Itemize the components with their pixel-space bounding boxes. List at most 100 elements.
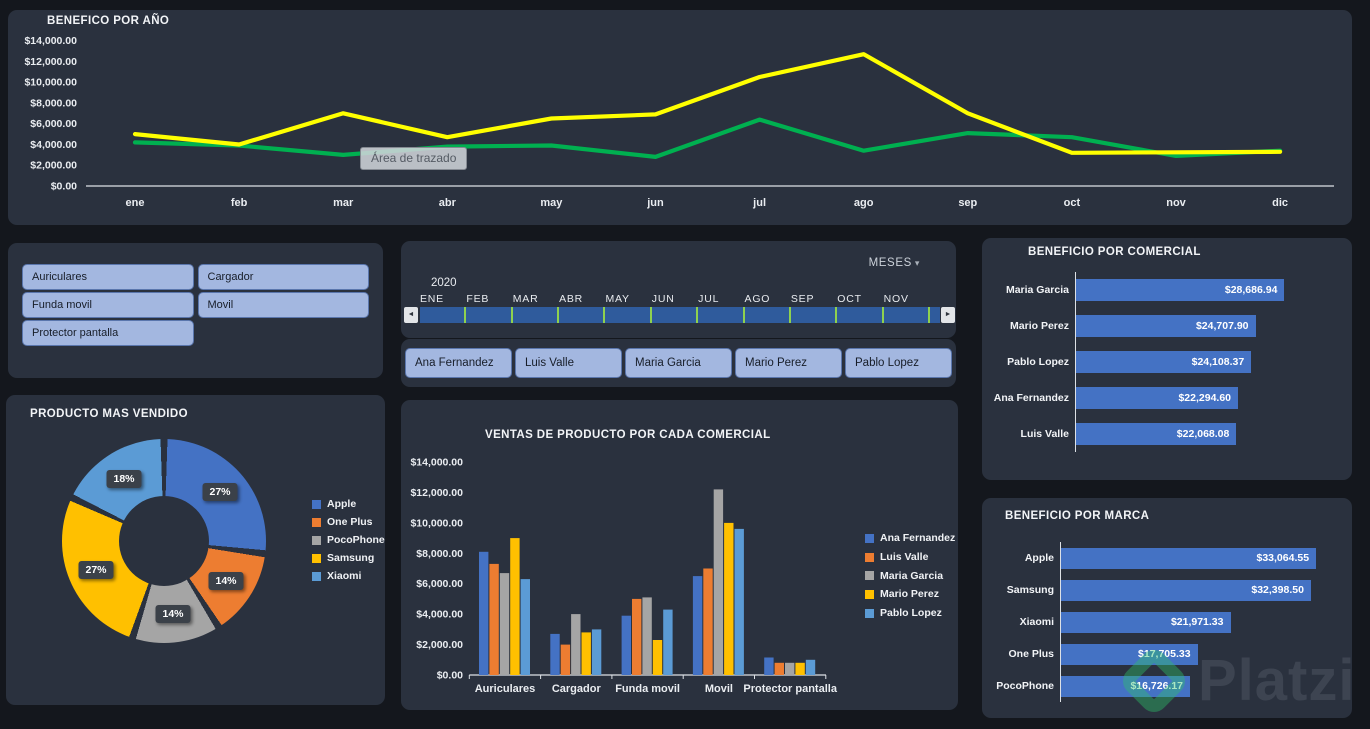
timeline-segment-jun[interactable] — [651, 307, 699, 323]
svg-text:$6,000.00: $6,000.00 — [30, 118, 77, 130]
bar-value: $16,726.17 — [1130, 680, 1184, 692]
slicer-producto-protector-pantalla[interactable]: Protector pantalla — [22, 320, 194, 346]
timeline-year-label: 2020 — [431, 277, 457, 289]
slicer-producto-cargador[interactable]: Cargador — [197, 264, 369, 290]
timeline-month-label-ene: ENE — [420, 293, 444, 305]
plot-area-tooltip: Área de trazado — [360, 147, 468, 170]
timeline-segment-ago[interactable] — [744, 307, 791, 323]
grouped-bar-chart: $0.00 $2,000.00 $4,000.00 $6,000.00 $8,000.0… — [410, 456, 837, 695]
svg-text:Funda movil: Funda movil — [615, 683, 680, 695]
svg-text:Auriculares: Auriculares — [475, 683, 536, 695]
donut-label-one-plus: 14% — [208, 572, 244, 590]
bar-row-luis-valle: Luis Valle $22,068.08 — [992, 416, 1342, 452]
comercial-slicer-list: Ana Fernandez Luis Valle Maria Garcia Mario… — [405, 348, 952, 378]
legend-item-maria-garcia: Maria Garcia — [865, 566, 955, 585]
timeline-month-label-ago: AGO — [744, 293, 771, 305]
svg-text:abr: abr — [439, 197, 457, 209]
donut-label-samsung: 27% — [78, 561, 114, 579]
bar-row-xiaomi: Xiaomi $21,971.33 — [992, 606, 1342, 638]
donut-label-pocophone: 14% — [155, 605, 191, 623]
svg-text:may: may — [540, 197, 563, 209]
ventas-producto-comercial-panel: VENTAS DE PRODUCTO POR CADA COMERCIAL $0… — [401, 400, 958, 710]
slicer-comercial-mario-perez[interactable]: Mario Perez — [735, 348, 842, 378]
svg-text:$8,000.00: $8,000.00 — [30, 97, 77, 109]
bar-maria-garcia: $28,686.94 — [1076, 279, 1285, 301]
slicer-producto-movil[interactable]: Movil — [197, 292, 369, 318]
timeline-segment-partial[interactable] — [929, 307, 940, 323]
svg-text:nov: nov — [1166, 197, 1186, 209]
slicer-producto-auriculares[interactable]: Auriculares — [22, 264, 194, 290]
timeline-next-button[interactable]: ► — [941, 307, 955, 323]
timeline-segment-oct[interactable] — [837, 307, 884, 323]
bar-value: $22,294.60 — [1178, 392, 1232, 404]
timeline-field-dropdown[interactable]: MESES ▾ — [869, 257, 920, 269]
bar-track: $22,068.08 — [1075, 416, 1294, 452]
svg-text:jul: jul — [752, 197, 766, 209]
timeline-month-label-jul: JUL — [698, 293, 720, 305]
timeline-month-label-mar: MAR — [512, 293, 539, 305]
bar-label: Ana Fernandez — [993, 392, 1069, 404]
bar-row-ana-fernandez: Ana Fernandez $22,294.60 — [992, 380, 1342, 416]
bar-value: $17,705.33 — [1138, 648, 1191, 660]
svg-text:$10,000.00: $10,000.00 — [24, 77, 77, 89]
line-chart: $0.00 $2,000.00 $4,000.00 $6,000.00 $8,000.0… — [24, 35, 1334, 209]
bar-track: $21,971.33 — [1060, 606, 1331, 638]
timeline-range-bar — [420, 307, 940, 323]
slicer-comercial-pablo-lopez[interactable]: Pablo Lopez — [845, 348, 952, 378]
legend-marker-icon — [865, 552, 874, 562]
svg-text:$4,000.00: $4,000.00 — [416, 609, 463, 621]
svg-text:$8,000.00: $8,000.00 — [416, 548, 463, 560]
timeline-segment-mar[interactable] — [512, 307, 560, 323]
timeline-segment-jul[interactable] — [698, 307, 745, 323]
timeline-segment-feb[interactable] — [466, 307, 513, 323]
bar-row-samsung: Samsung $32,398.50 — [992, 574, 1342, 606]
legend-item-pocophone: PocoPhone — [312, 531, 385, 549]
chevron-down-icon: ▾ — [914, 258, 920, 268]
bar-chart-legend: Ana Fernandez Luis Valle Maria Garcia Mario… — [865, 529, 955, 622]
timeline-segment-sep[interactable] — [790, 307, 838, 323]
timeline-prev-button[interactable]: ◄ — [404, 307, 418, 323]
bar-label: Apple — [1024, 552, 1054, 564]
svg-text:$12,000.00: $12,000.00 — [410, 487, 463, 499]
donut-label-apple: 27% — [202, 483, 238, 501]
legend-marker-icon — [312, 553, 321, 563]
legend-marker-icon — [865, 589, 874, 599]
producto-slicer-panel: Auriculares Cargador Funda movil Movil Prote… — [8, 243, 383, 378]
slicer-comercial-maria-garcia[interactable]: Maria Garcia — [625, 348, 732, 378]
svg-text:ago: ago — [854, 197, 874, 209]
svg-text:feb: feb — [231, 197, 248, 209]
svg-text:$0.00: $0.00 — [437, 670, 463, 682]
bar-label: Luis Valle — [1020, 428, 1069, 440]
timeline-segment-ene[interactable] — [420, 307, 467, 323]
bar-label: Pablo Lopez — [1007, 356, 1069, 368]
legend-marker-icon — [312, 571, 321, 581]
line-chart-title: BENEFICO POR AÑO — [47, 15, 170, 27]
timeline-segment-may[interactable] — [605, 307, 652, 323]
timeline-month-label-abr: ABR — [559, 293, 584, 305]
timeline-segment-nov[interactable] — [883, 307, 930, 323]
slicer-producto-funda-movil[interactable]: Funda movil — [22, 292, 194, 318]
slicer-comercial-ana-fernandez[interactable]: Ana Fernandez — [405, 348, 512, 378]
legend-marker-icon — [865, 608, 874, 618]
donut-chart-title: PRODUCTO MAS VENDIDO — [30, 408, 188, 420]
svg-text:$0.00: $0.00 — [51, 181, 77, 193]
legend-label: Ana Fernandez — [880, 532, 956, 545]
timeline-segment-abr[interactable] — [559, 307, 606, 323]
bar-one-plus: $17,705.33 — [1061, 643, 1198, 665]
legend-label: Apple — [327, 498, 357, 510]
svg-text:$14,000.00: $14,000.00 — [410, 456, 463, 468]
legend-label: Xiaomi — [327, 570, 362, 582]
legend-label: Maria Garcia — [880, 569, 944, 582]
legend-label: Pablo Lopez — [880, 607, 942, 620]
legend-label: Luis Valle — [880, 551, 929, 564]
beneficio-marca-bars: Apple $33,064.55 Samsung $32,398.50 Xiaomi $2… — [992, 542, 1342, 702]
slicer-comercial-luis-valle[interactable]: Luis Valle — [515, 348, 622, 378]
svg-text:$4,000.00: $4,000.00 — [30, 139, 77, 151]
legend-marker-icon — [312, 499, 321, 509]
svg-text:Protector pantalla: Protector pantalla — [743, 683, 837, 695]
bar-track: $16,726.17 — [1060, 670, 1331, 702]
beneficio-comercial-bars: Maria Garcia $28,686.94 Mario Perez $24,707… — [992, 272, 1342, 452]
bar-label: One Plus — [1008, 648, 1054, 660]
timeline-month-label-jun: JUN — [651, 293, 675, 305]
bar-ana-fernandez: $22,294.60 — [1076, 387, 1239, 409]
